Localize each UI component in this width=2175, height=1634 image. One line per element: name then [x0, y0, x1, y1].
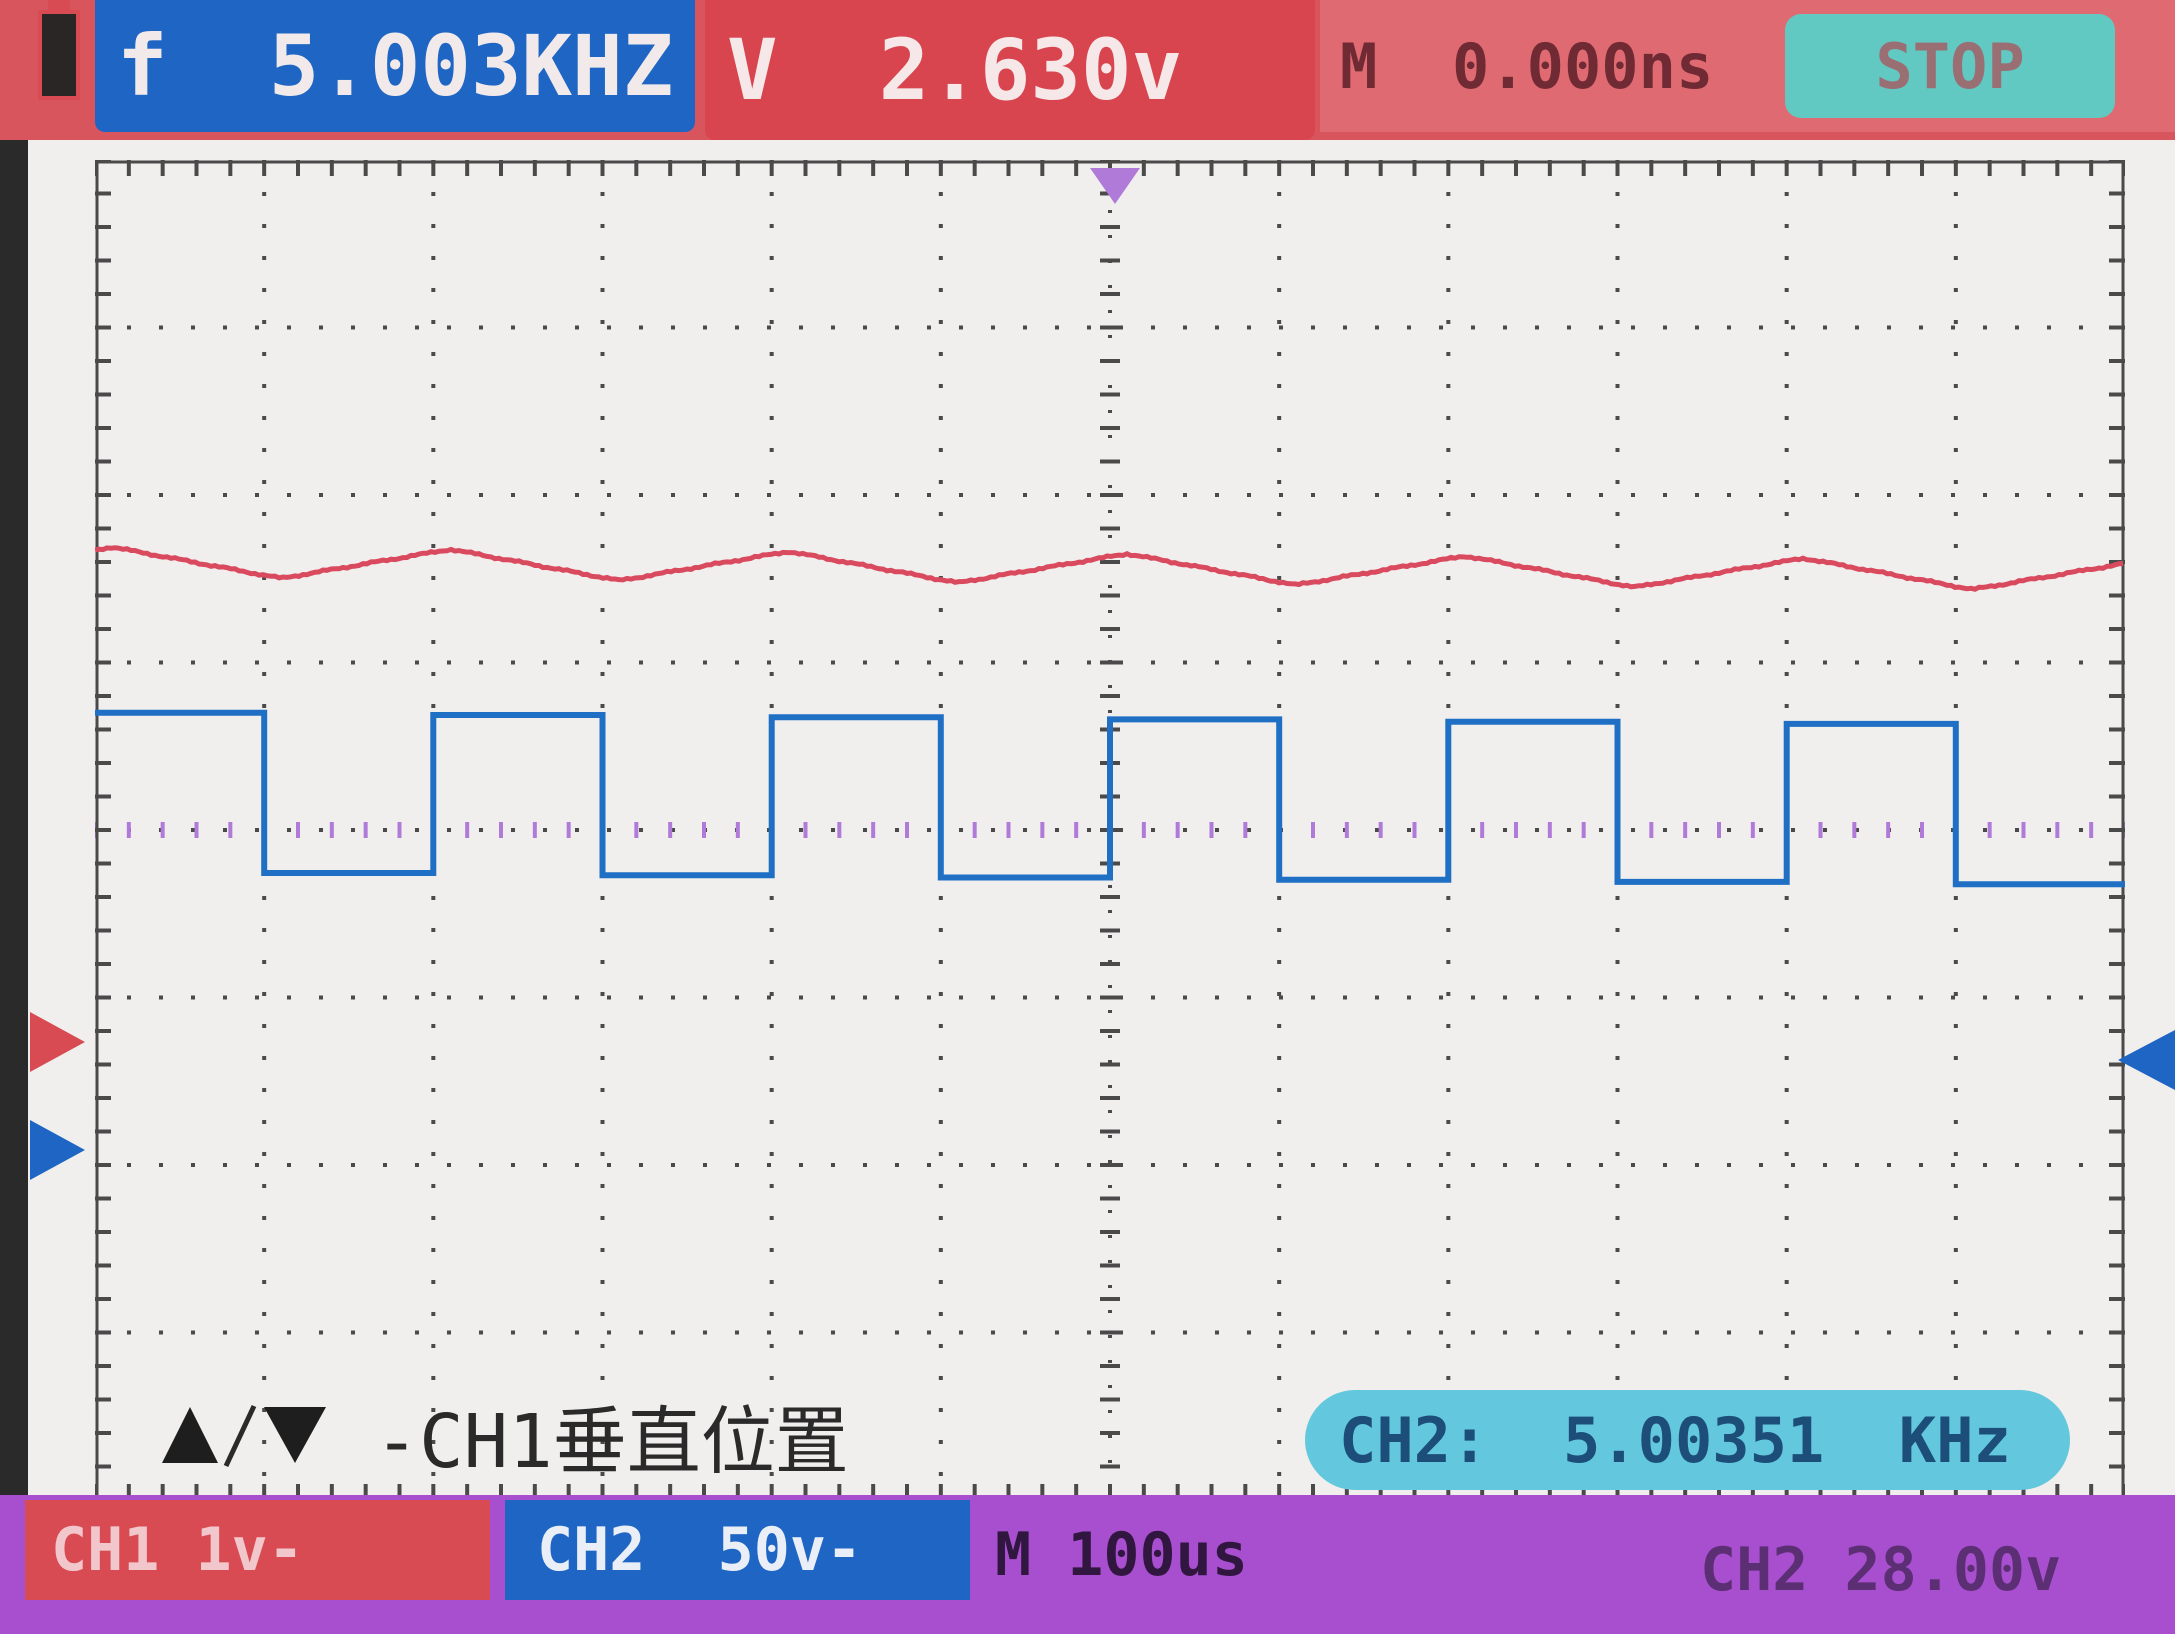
- stop-button[interactable]: STOP: [1785, 14, 2115, 118]
- timebase-readout[interactable]: M 100us: [995, 1520, 1248, 1590]
- slash-divider: [223, 1404, 257, 1468]
- hint-label: -CH1垂直位置: [330, 1398, 849, 1485]
- trigger-level-readout[interactable]: CH2 28.00v: [1700, 1535, 2062, 1605]
- battery-icon: [38, 10, 80, 100]
- down-triangle-icon: [264, 1407, 326, 1463]
- vertical-position-hint: -CH1垂直位置: [160, 1385, 849, 1485]
- frequency-readout: f 5.003KHZ: [95, 0, 695, 132]
- ch2-scale-readout[interactable]: CH2 50v-: [505, 1500, 970, 1600]
- ch1-scale-readout[interactable]: CH1 1v-: [25, 1500, 490, 1600]
- up-triangle-icon: [162, 1407, 218, 1463]
- waveform-grid: [95, 160, 2125, 1500]
- trigger-level-marker[interactable]: [2118, 1030, 2175, 1090]
- battery-icon-tip: [48, 0, 70, 12]
- time-offset-panel: M 0.000ns STOP: [1320, 0, 2175, 132]
- ch1-level-marker[interactable]: [30, 1012, 85, 1072]
- screen-bezel-left: [0, 0, 28, 1634]
- time-offset-readout: M 0.000ns: [1340, 29, 1714, 103]
- ch2-frequency-badge: CH2: 5.00351 KHz: [1305, 1390, 2070, 1490]
- ch2-level-marker[interactable]: [30, 1120, 85, 1180]
- voltage-readout: V 2.630v: [705, 0, 1315, 140]
- ch1-waveform: [95, 545, 2124, 592]
- trigger-position-marker[interactable]: [1090, 168, 1140, 208]
- ch2-waveform: [95, 709, 2125, 888]
